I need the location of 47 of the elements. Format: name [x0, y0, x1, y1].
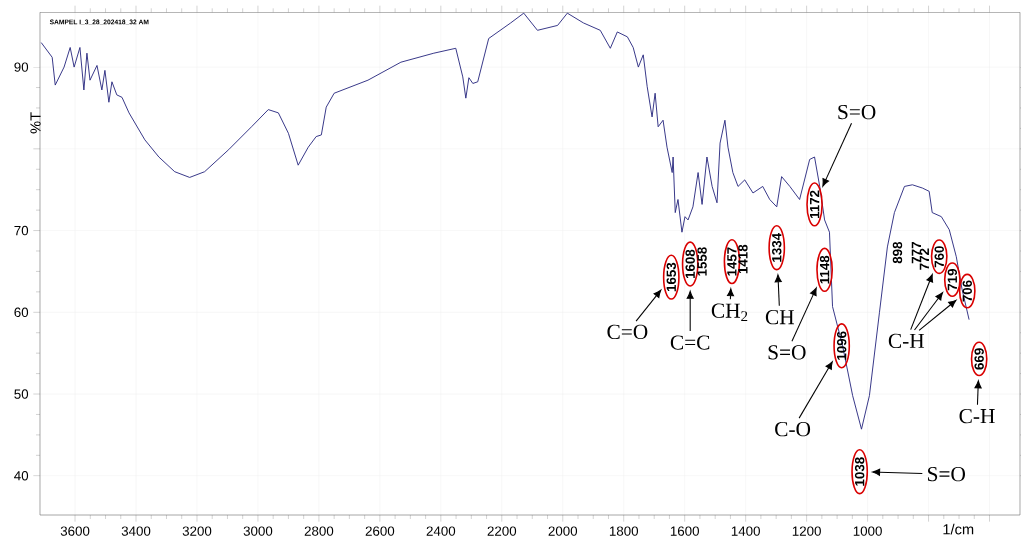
- annotation: C-O: [775, 422, 811, 437]
- annotation: 669: [974, 348, 984, 370]
- annotation: C-H: [888, 333, 925, 349]
- x-tick-label: 2600: [365, 526, 395, 536]
- annotation: 1457: [727, 247, 737, 276]
- annotation: CH: [765, 310, 794, 325]
- annotation: 706: [962, 280, 972, 302]
- annotation: S=O: [768, 345, 806, 360]
- annotation: 898: [892, 241, 903, 264]
- x-tick-label: 2400: [426, 526, 456, 536]
- x-tick-label: 3400: [121, 526, 151, 536]
- y-tick-label: 90: [14, 62, 29, 72]
- annotation: C=C: [670, 335, 710, 350]
- x-tick-label: 3000: [243, 526, 273, 536]
- annotation: 1418: [738, 244, 748, 274]
- annotation: 772: [919, 248, 929, 270]
- y-tick-label: 50: [14, 389, 29, 399]
- x-tick-label: 3200: [182, 526, 212, 536]
- y-axis-title: %T: [30, 112, 41, 134]
- x-tick-label: 1600: [670, 526, 699, 536]
- x-tick-label: 3600: [60, 526, 90, 536]
- x-tick-label: 1400: [731, 526, 760, 536]
- x-tick-label: 2200: [487, 526, 517, 536]
- annotation: 777: [911, 242, 921, 264]
- annotation: S=O: [838, 104, 876, 120]
- annotation: 1334: [772, 232, 782, 262]
- annotation: CH$_{2}$: [711, 303, 748, 322]
- annotation: 1148: [819, 255, 830, 284]
- annotation: 1172: [809, 190, 820, 219]
- annotation: 760: [934, 246, 944, 268]
- annotation: C-H: [959, 408, 995, 424]
- x-tick-label: 2800: [304, 526, 334, 536]
- x-tick-label: 1200: [792, 526, 821, 536]
- annotation: 1038: [854, 457, 865, 486]
- x-tick-label: 1800: [609, 526, 639, 536]
- y-tick-label: 40: [14, 471, 29, 481]
- x-tick-label: 2000: [548, 526, 578, 536]
- annotation: 1653: [666, 262, 677, 292]
- annotation: 1608: [685, 249, 695, 279]
- x-tick-label: 1000: [853, 526, 882, 536]
- annotation: S=O: [928, 466, 965, 482]
- annotation: 719: [947, 268, 958, 291]
- y-tick-label: 70: [14, 225, 29, 236]
- x-axis-title: 1/cm: [943, 523, 974, 535]
- annotation: C=O: [607, 324, 648, 340]
- y-tick-label: 60: [14, 307, 29, 318]
- annotation: 1558: [697, 247, 707, 276]
